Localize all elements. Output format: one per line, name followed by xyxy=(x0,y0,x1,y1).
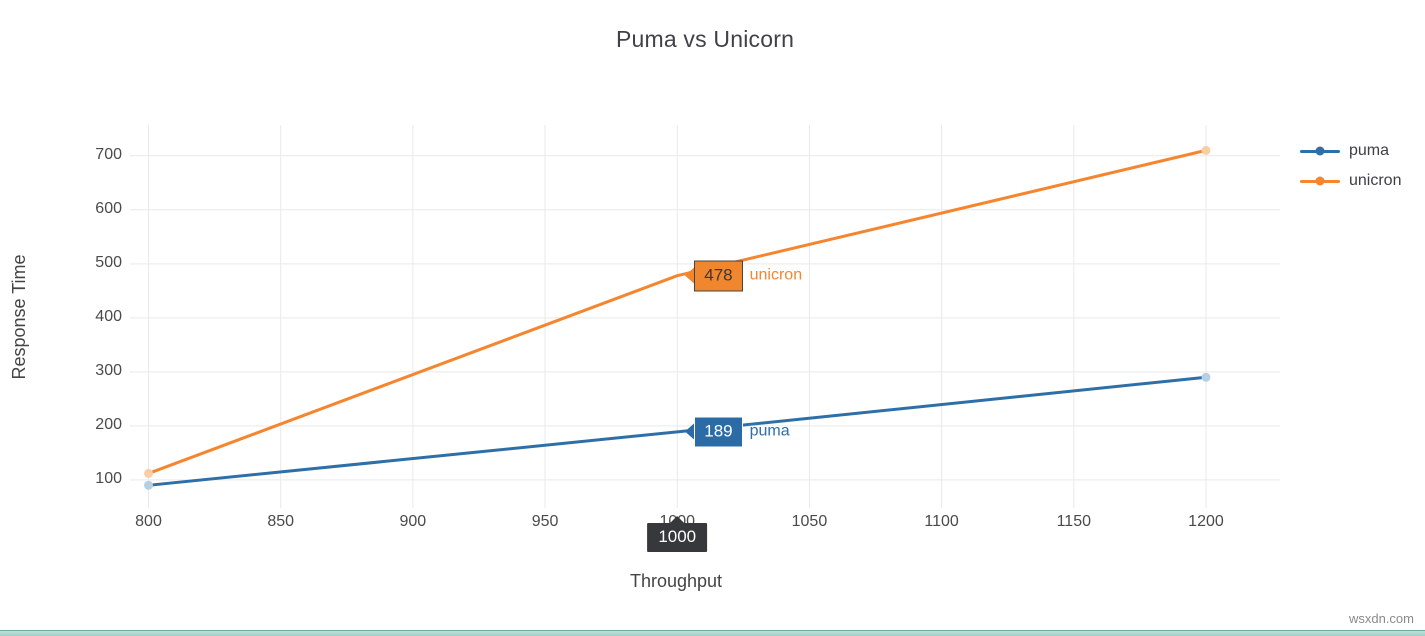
series-marker-unicron xyxy=(144,468,154,478)
hover-caret-left-icon xyxy=(685,423,695,440)
x-axis-hover-label: 1000 xyxy=(647,516,708,552)
hover-value: 478 xyxy=(694,260,743,292)
legend-marker-dot xyxy=(1315,176,1325,186)
hover-series-name: puma xyxy=(749,422,790,440)
hover-series-name: unicron xyxy=(749,266,803,284)
legend-label: unicron xyxy=(1349,172,1402,189)
hover-value: 189 xyxy=(694,416,743,448)
chart-title: Puma vs Unicorn xyxy=(615,26,795,52)
legend-line-sample xyxy=(1300,176,1340,186)
series-line-unicron xyxy=(147,148,1208,475)
y-axis-title: Response Time xyxy=(9,254,29,380)
x-axis-title: Throughput xyxy=(629,571,723,591)
legend-label: puma xyxy=(1349,142,1390,159)
series-line-puma xyxy=(147,375,1208,487)
legend: puma unicron xyxy=(1300,136,1401,196)
legend-item-unicron[interactable]: unicron xyxy=(1300,166,1401,196)
legend-marker-dot xyxy=(1315,146,1325,156)
hover-caret-left-icon xyxy=(685,267,695,284)
watermark: wsxdn.com xyxy=(1348,611,1414,626)
hover-caret-up-icon xyxy=(669,516,686,524)
hover-label-puma: 189 puma xyxy=(685,416,790,448)
series-marker-unicron xyxy=(1201,145,1211,155)
legend-item-puma[interactable]: puma xyxy=(1300,136,1401,166)
x-axis-hover-value: 1000 xyxy=(647,523,708,552)
series-marker-puma xyxy=(1201,372,1211,382)
hover-label-unicron: 478 unicron xyxy=(685,260,803,292)
series-marker-puma xyxy=(144,480,154,490)
legend-line-sample xyxy=(1300,146,1340,156)
bottom-bar xyxy=(0,630,1425,636)
